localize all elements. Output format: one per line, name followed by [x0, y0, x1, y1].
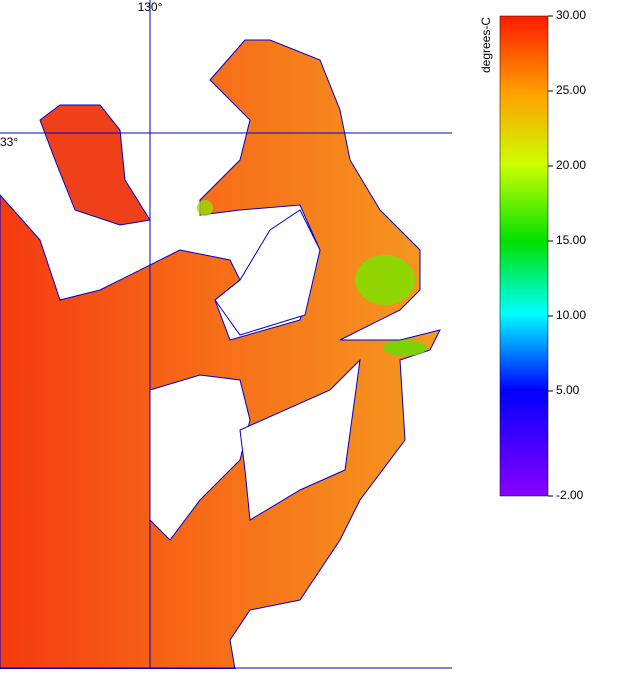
colorbar-tick-label: 10.00 — [556, 308, 586, 322]
colorbar-tick-label: 20.00 — [556, 158, 586, 172]
land — [149, 374, 251, 541]
bay-area — [39, 104, 151, 226]
colorbar-tick-label: 30.00 — [556, 8, 586, 22]
graticule: 130° 33° — [0, 0, 452, 669]
land — [239, 358, 361, 521]
colorbar-tick-label: -2.00 — [556, 488, 584, 502]
cool-patch — [355, 255, 415, 305]
cool-patch — [383, 340, 427, 356]
lat-label: 33° — [0, 135, 18, 149]
colorbar: degrees-C 30.00 25.00 20.00 15.00 10.00 5.00 -… — [479, 8, 586, 502]
colorbar-tick-label: 15.00 — [556, 233, 586, 247]
cool-patch — [197, 200, 213, 216]
colorbar-tick-label: 5.00 — [556, 383, 580, 397]
colorbar-scale — [499, 15, 549, 497]
land — [214, 209, 321, 336]
colorbar-label: degrees-C — [479, 17, 493, 73]
colorbar-tick-label: 25.00 — [556, 83, 586, 97]
lon-label: 130° — [138, 0, 163, 14]
sea-surface — [0, 39, 441, 670]
